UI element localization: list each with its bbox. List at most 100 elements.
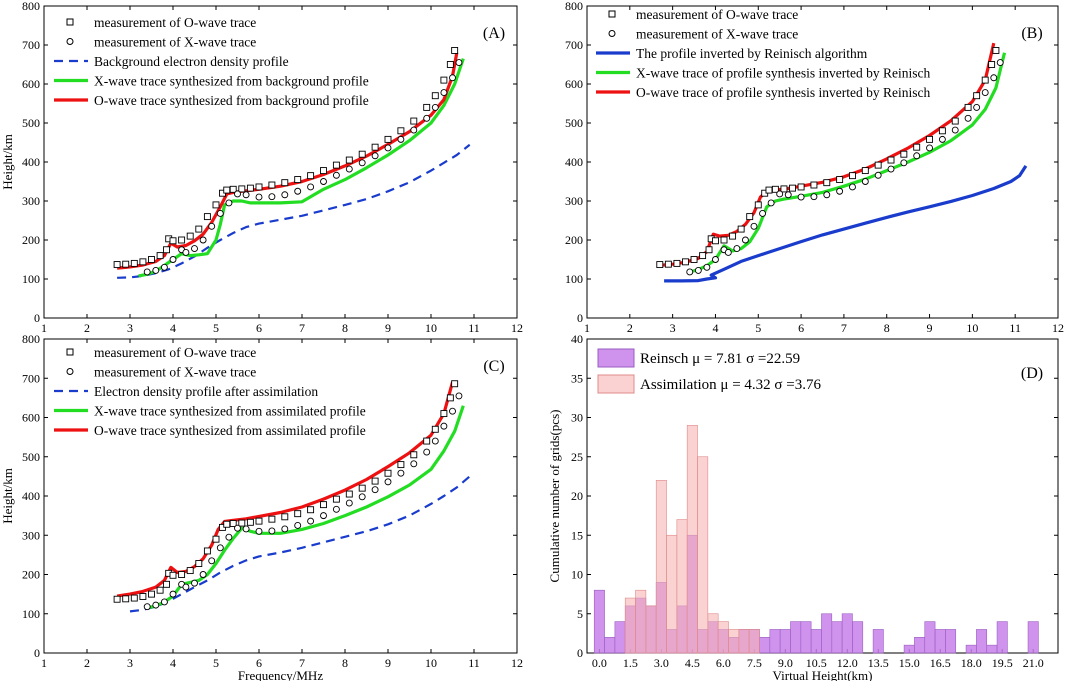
series-1-bar [717,621,729,654]
series-1-bar [655,479,667,654]
series-0-bar [810,629,822,654]
series-0-point [307,172,315,180]
series-1-point [268,527,276,535]
y-tick-label: 200 [565,233,583,247]
series-1-point [208,222,216,230]
x-tick-label: 16.5 [930,656,951,670]
series-0-bar [996,621,1008,654]
x-tick-label: 4 [170,656,176,670]
x-tick-label: 3.0 [654,656,669,670]
series-1-point [358,159,366,167]
series-0-bar [821,613,833,654]
series-0-point [874,161,882,169]
panel-0-legend: measurement of O-wave trace measurement o… [54,15,369,108]
series-0-point [163,246,171,254]
x-tick-label: 4 [170,321,176,335]
series-1-point [320,178,327,185]
series-0-point [705,246,713,254]
x-tick-label: 1 [41,656,47,670]
series-0-bar [604,636,616,654]
legend-label: X-wave trace synthesized from background… [94,74,369,89]
series-0-point [699,252,707,260]
series-1-point [182,249,190,256]
series-1-point [169,590,177,598]
series-1-point [152,266,160,274]
series-2-line [664,165,1028,283]
series-1-point [874,171,882,179]
series-0-point [729,232,737,240]
y-tick-label: 100 [565,272,583,286]
legend-label: X-wave trace synthesized from assimilate… [94,404,366,419]
series-0-bar [790,621,802,654]
series-1-point [242,191,250,199]
y-tick-label: 100 [22,607,40,621]
series-0-point [281,179,289,187]
series-0-bar [841,613,853,654]
series-1-point [926,144,933,152]
panel-3-legend: Reinsch μ = 7.81 σ =22.59 Assimilation μ … [597,348,821,394]
x-tick-label: 4 [712,321,718,335]
series-0-bar [800,621,812,654]
x-tick-label: 2 [84,656,90,670]
series-0-point [178,236,186,244]
series-0-bar [872,629,884,654]
x-tick-label: 9 [927,321,933,335]
series-1-point [225,533,233,541]
panel-0-plot [113,47,471,279]
series-1-point [836,187,844,195]
series-0-point [451,47,459,54]
x-tick-label: 6.0 [716,656,731,670]
series-1-point [199,571,207,578]
series-0-point [746,213,754,221]
series-0-point [169,571,177,579]
series-0-point [294,176,302,184]
legend-swatch [597,374,635,394]
series-1-point [234,524,241,532]
series-1-point [397,469,405,477]
series-1-point [332,505,340,513]
series-0-point [246,184,254,192]
series-0-bar [924,621,936,654]
x-tick-label: 6 [798,321,804,335]
panel-1-plot [656,42,1028,283]
x-tick-label: 5 [755,321,761,335]
series-1-point [345,499,353,507]
x-tick-label: 8 [342,656,348,670]
series-0-point [410,117,418,125]
series-0-point [203,547,211,555]
series-0-point [887,156,895,164]
series-0-bar [831,621,843,654]
series-0-point [981,76,989,84]
series-1-bar [728,629,740,654]
series-1-point [307,517,315,525]
legend-symbol [608,30,616,37]
x-tick-label: 13.5 [868,656,889,670]
series-0-bar [593,589,605,654]
y-tick-label: 400 [22,489,40,503]
legend-swatch [597,348,635,368]
series-0-bar [779,629,791,654]
series-1-point [160,263,168,271]
series-0-point [765,186,773,194]
y-tick-label: 200 [22,233,40,247]
series-1-point [332,171,340,179]
series-1-point [455,392,463,400]
x-tick-label: 3 [127,321,133,335]
series-1-point [759,210,767,217]
series-1-bar [686,425,698,654]
y-tick-label: 15 [571,528,583,542]
series-0-bar [852,621,864,654]
series-0-bar [759,636,771,654]
series-1-point [191,245,198,253]
series-0-point [656,261,664,269]
series-0-point [823,179,831,187]
panel-label: (D) [1021,365,1043,382]
legend-label: Electron density profile after assimilat… [94,384,318,399]
series-0-bar [769,629,781,654]
x-tick-label: 5 [213,656,219,670]
series-0-point [913,143,921,151]
series-1-point [294,521,302,529]
series-0-point [122,595,130,603]
series-0-point [789,184,796,192]
series-0-point [451,380,459,388]
